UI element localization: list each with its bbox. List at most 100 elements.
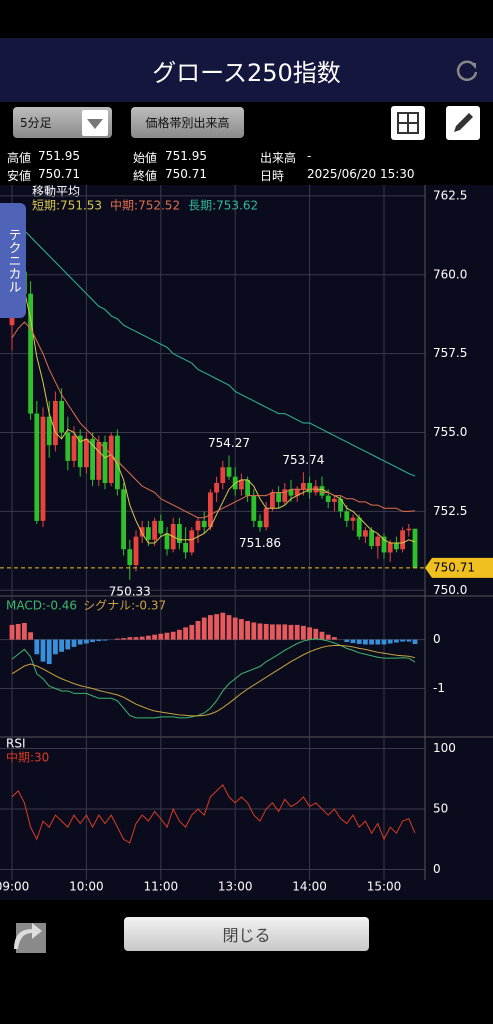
info-value: 751.95: [38, 149, 80, 163]
candle-body: [344, 511, 350, 521]
high-low-label: 750.33: [109, 584, 151, 598]
info-value: 2025/06/20 15:30: [307, 167, 415, 181]
close-button[interactable]: 閉じる: [124, 917, 369, 951]
y-tick-label: 752.5: [433, 504, 467, 518]
info-label: 終値: [133, 169, 158, 183]
legend-entry: 短期:751.53: [32, 199, 102, 213]
candle-body: [115, 435, 120, 490]
y-tick-label: 750.0: [433, 583, 467, 597]
candle-body: [394, 542, 399, 550]
interval-label: 5分足: [20, 116, 52, 130]
candle-body: [77, 435, 83, 468]
macd-histogram-bar: [34, 639, 40, 655]
volume-button-label: 価格帯別出来高: [145, 116, 230, 130]
macd-legend: シグナル:-0.37: [83, 599, 166, 613]
candle-body: [164, 533, 170, 550]
candle-body: [356, 517, 362, 537]
high-low-label: 753.74: [282, 453, 324, 467]
macd-histogram-bar: [127, 637, 133, 640]
macd-histogram-bar: [245, 620, 250, 640]
macd-histogram-bar: [232, 617, 238, 640]
layout-icon[interactable]: [391, 106, 425, 140]
candle-body: [53, 400, 58, 446]
technical-tab-label: テクニカル: [5, 228, 21, 293]
macd-histogram-bar: [96, 639, 102, 642]
last-price-label: 750.71: [433, 560, 475, 574]
candle-body: [90, 438, 95, 480]
interval-dropdown[interactable]: 5分足: [13, 107, 112, 138]
candle-body: [133, 536, 139, 566]
macd-histogram-bar: [53, 639, 58, 655]
rsi-title: RSI: [6, 737, 26, 751]
candle-body: [108, 435, 114, 483]
candle-body: [263, 508, 269, 528]
macd-histogram-bar: [115, 638, 120, 640]
macd-histogram-bar: [189, 624, 195, 640]
moving-average-line: [11, 289, 416, 544]
candle-body: [245, 479, 250, 496]
macd-histogram-bar: [195, 620, 201, 640]
macd-histogram-bar: [208, 615, 213, 640]
macd-histogram-bar: [325, 634, 331, 640]
macd-histogram-bar: [28, 632, 33, 640]
x-tick-label: 11:00: [144, 880, 179, 894]
candle-body: [350, 517, 356, 521]
candle-body: [282, 489, 288, 502]
back-icon[interactable]: [10, 917, 48, 953]
legend-entry: 中期:752.52: [110, 198, 180, 213]
macd-histogram-bar: [356, 639, 362, 644]
macd-histogram-bar: [84, 639, 89, 644]
candle-body: [183, 542, 188, 553]
candle-body: [276, 492, 281, 502]
y-tick-label: 50: [433, 802, 448, 816]
macd-histogram-bar: [263, 623, 269, 640]
refresh-icon[interactable]: [454, 57, 480, 83]
technical-tab[interactable]: テクニカル: [0, 203, 26, 318]
candle-body: [65, 432, 71, 461]
candle-body: [338, 498, 343, 512]
y-tick-label: 757.5: [433, 346, 467, 360]
candle-body: [257, 520, 263, 528]
macd-histogram-bar: [146, 635, 151, 640]
candle-body: [40, 416, 46, 521]
candle-body: [319, 486, 325, 496]
legend-entry: 長期:753.62: [188, 199, 258, 213]
macd-histogram-bar: [65, 639, 71, 650]
y-tick-label: -1: [433, 681, 445, 695]
candle-body: [195, 520, 201, 531]
macd-histogram-bar: [239, 619, 244, 640]
candle-body: [412, 528, 418, 568]
macd-histogram-bar: [363, 639, 368, 645]
macd-histogram-bar: [282, 624, 288, 640]
macd-histogram-bar: [22, 622, 27, 640]
macd-histogram-bar: [332, 637, 337, 640]
close-button-label: 閉じる: [222, 926, 271, 945]
candle-body: [363, 530, 368, 537]
draw-icon[interactable]: [446, 106, 480, 140]
macd-histogram-bar: [294, 624, 300, 640]
candle-body: [369, 530, 374, 547]
info-label: 出来高: [260, 151, 297, 165]
candle-body: [34, 413, 40, 521]
candle-body: [84, 438, 89, 468]
candle-body: [71, 435, 77, 461]
volume-button[interactable]: 価格帯別出来高: [131, 107, 244, 138]
chart-subtitle: 移動平均: [32, 185, 80, 199]
x-tick-label: 09:00: [0, 880, 29, 894]
candle-body: [158, 520, 164, 534]
x-tick-label: 10:00: [69, 880, 104, 894]
candle-body: [294, 489, 300, 496]
macd-histogram-bar: [276, 624, 281, 640]
rsi-line: [11, 783, 416, 844]
high-low-label: 751.86: [239, 536, 281, 550]
candle-body: [332, 498, 337, 502]
macd-line: [11, 638, 416, 719]
candle-body: [46, 416, 52, 446]
candle-body: [406, 528, 412, 531]
y-tick-label: 760.0: [433, 267, 467, 281]
candle-body: [201, 520, 207, 528]
info-label: 始値: [133, 151, 158, 165]
info-value: 750.71: [165, 167, 207, 181]
high-low-label: 754.27: [208, 436, 250, 450]
candle-body: [59, 400, 64, 433]
